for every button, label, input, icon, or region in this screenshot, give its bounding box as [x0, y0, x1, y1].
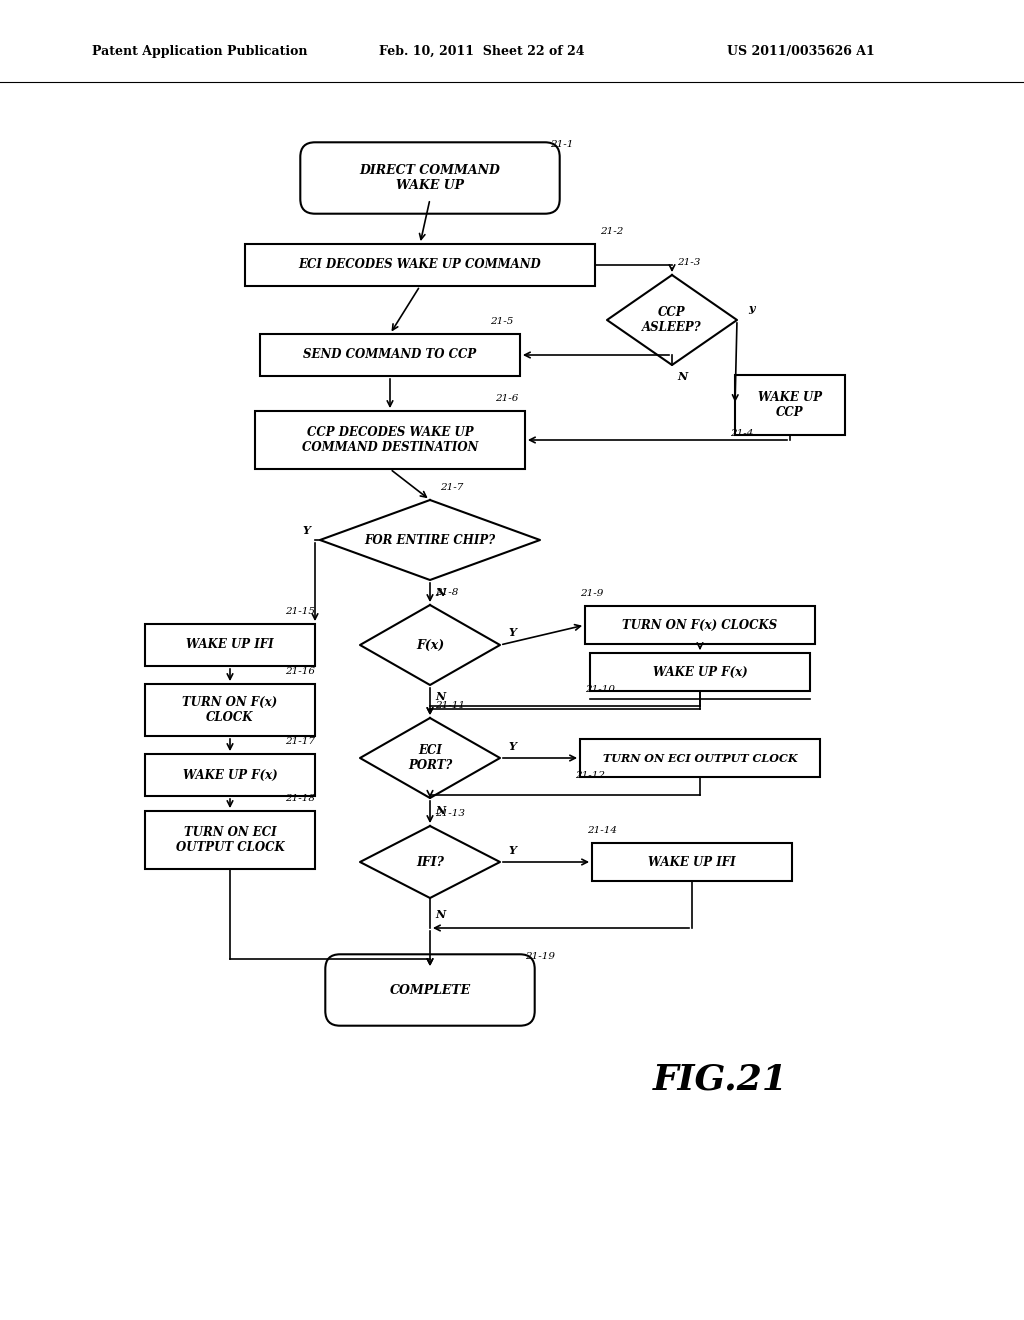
Bar: [580, 739, 820, 777]
Text: 21-16: 21-16: [285, 667, 315, 676]
Text: 21-2: 21-2: [600, 227, 624, 236]
Bar: [145, 754, 315, 796]
Text: TURN ON ECI
OUTPUT CLOCK: TURN ON ECI OUTPUT CLOCK: [176, 826, 285, 854]
Text: Y: Y: [302, 524, 310, 536]
Text: SEND COMMAND TO CCP: SEND COMMAND TO CCP: [303, 348, 476, 362]
Text: CCP
ASLEEP?: CCP ASLEEP?: [642, 306, 701, 334]
Bar: [585, 606, 815, 644]
Polygon shape: [360, 718, 500, 799]
Text: IFI?: IFI?: [416, 855, 444, 869]
Text: WAKE UP
CCP: WAKE UP CCP: [758, 391, 822, 418]
Text: TURN ON ECI OUTPUT CLOCK: TURN ON ECI OUTPUT CLOCK: [603, 752, 798, 763]
FancyBboxPatch shape: [300, 143, 560, 214]
Text: N: N: [435, 586, 445, 598]
Polygon shape: [360, 826, 500, 898]
Text: WAKE UP F(x): WAKE UP F(x): [182, 768, 278, 781]
Text: DIRECT COMMAND
WAKE UP: DIRECT COMMAND WAKE UP: [359, 164, 501, 191]
Text: 21-14: 21-14: [587, 826, 617, 836]
Text: 21-12: 21-12: [575, 771, 605, 780]
Text: Feb. 10, 2011  Sheet 22 of 24: Feb. 10, 2011 Sheet 22 of 24: [379, 45, 585, 58]
Text: ECI
PORT?: ECI PORT?: [408, 744, 453, 772]
Bar: [145, 810, 315, 869]
Polygon shape: [360, 605, 500, 685]
Text: N: N: [435, 804, 445, 816]
Text: 21-7: 21-7: [440, 483, 464, 492]
Bar: [260, 334, 520, 376]
Text: 21-6: 21-6: [495, 393, 518, 403]
Text: WAKE UP F(x): WAKE UP F(x): [652, 665, 748, 678]
Text: Patent Application Publication: Patent Application Publication: [92, 45, 307, 58]
Bar: [590, 653, 810, 690]
Text: 21-4: 21-4: [730, 429, 754, 438]
Text: WAKE UP IFI: WAKE UP IFI: [186, 639, 273, 652]
Bar: [255, 411, 525, 469]
Bar: [735, 375, 845, 436]
Text: ECI DECODES WAKE UP COMMAND: ECI DECODES WAKE UP COMMAND: [299, 259, 542, 272]
Bar: [145, 624, 315, 667]
Text: N: N: [677, 371, 687, 383]
Text: 21-17: 21-17: [285, 737, 315, 746]
Text: 21-3: 21-3: [677, 257, 700, 267]
Text: 21-9: 21-9: [580, 589, 603, 598]
Text: N: N: [435, 692, 445, 702]
Text: FOR ENTIRE CHIP?: FOR ENTIRE CHIP?: [365, 533, 496, 546]
Text: TURN ON F(x)
CLOCK: TURN ON F(x) CLOCK: [182, 696, 278, 723]
Text: WAKE UP IFI: WAKE UP IFI: [648, 855, 736, 869]
Text: COMPLETE: COMPLETE: [389, 983, 471, 997]
Text: Y: Y: [508, 627, 516, 639]
Text: TURN ON F(x) CLOCKS: TURN ON F(x) CLOCKS: [623, 619, 777, 631]
Polygon shape: [319, 500, 540, 579]
Text: y: y: [748, 302, 755, 314]
Text: F(x): F(x): [416, 639, 444, 652]
Bar: [145, 684, 315, 737]
Text: N: N: [435, 908, 445, 920]
Text: 21-10: 21-10: [585, 685, 615, 694]
Text: CCP DECODES WAKE UP
COMMAND DESTINATION: CCP DECODES WAKE UP COMMAND DESTINATION: [302, 426, 478, 454]
Text: 21-5: 21-5: [490, 317, 513, 326]
Text: US 2011/0035626 A1: US 2011/0035626 A1: [727, 45, 874, 58]
Text: FIG.21: FIG.21: [652, 1063, 787, 1097]
Text: 21-11: 21-11: [435, 701, 465, 710]
Text: 21-15: 21-15: [285, 607, 315, 616]
Text: Y: Y: [508, 845, 516, 855]
Polygon shape: [607, 275, 737, 366]
Text: 21-8: 21-8: [435, 587, 459, 597]
Bar: [245, 244, 595, 286]
Text: 21-13: 21-13: [435, 809, 465, 818]
Text: 21-19: 21-19: [525, 952, 555, 961]
Bar: [592, 843, 792, 880]
Text: 21-18: 21-18: [285, 795, 315, 803]
Text: 21-1: 21-1: [550, 140, 573, 149]
FancyBboxPatch shape: [326, 954, 535, 1026]
Text: Y: Y: [508, 741, 516, 751]
